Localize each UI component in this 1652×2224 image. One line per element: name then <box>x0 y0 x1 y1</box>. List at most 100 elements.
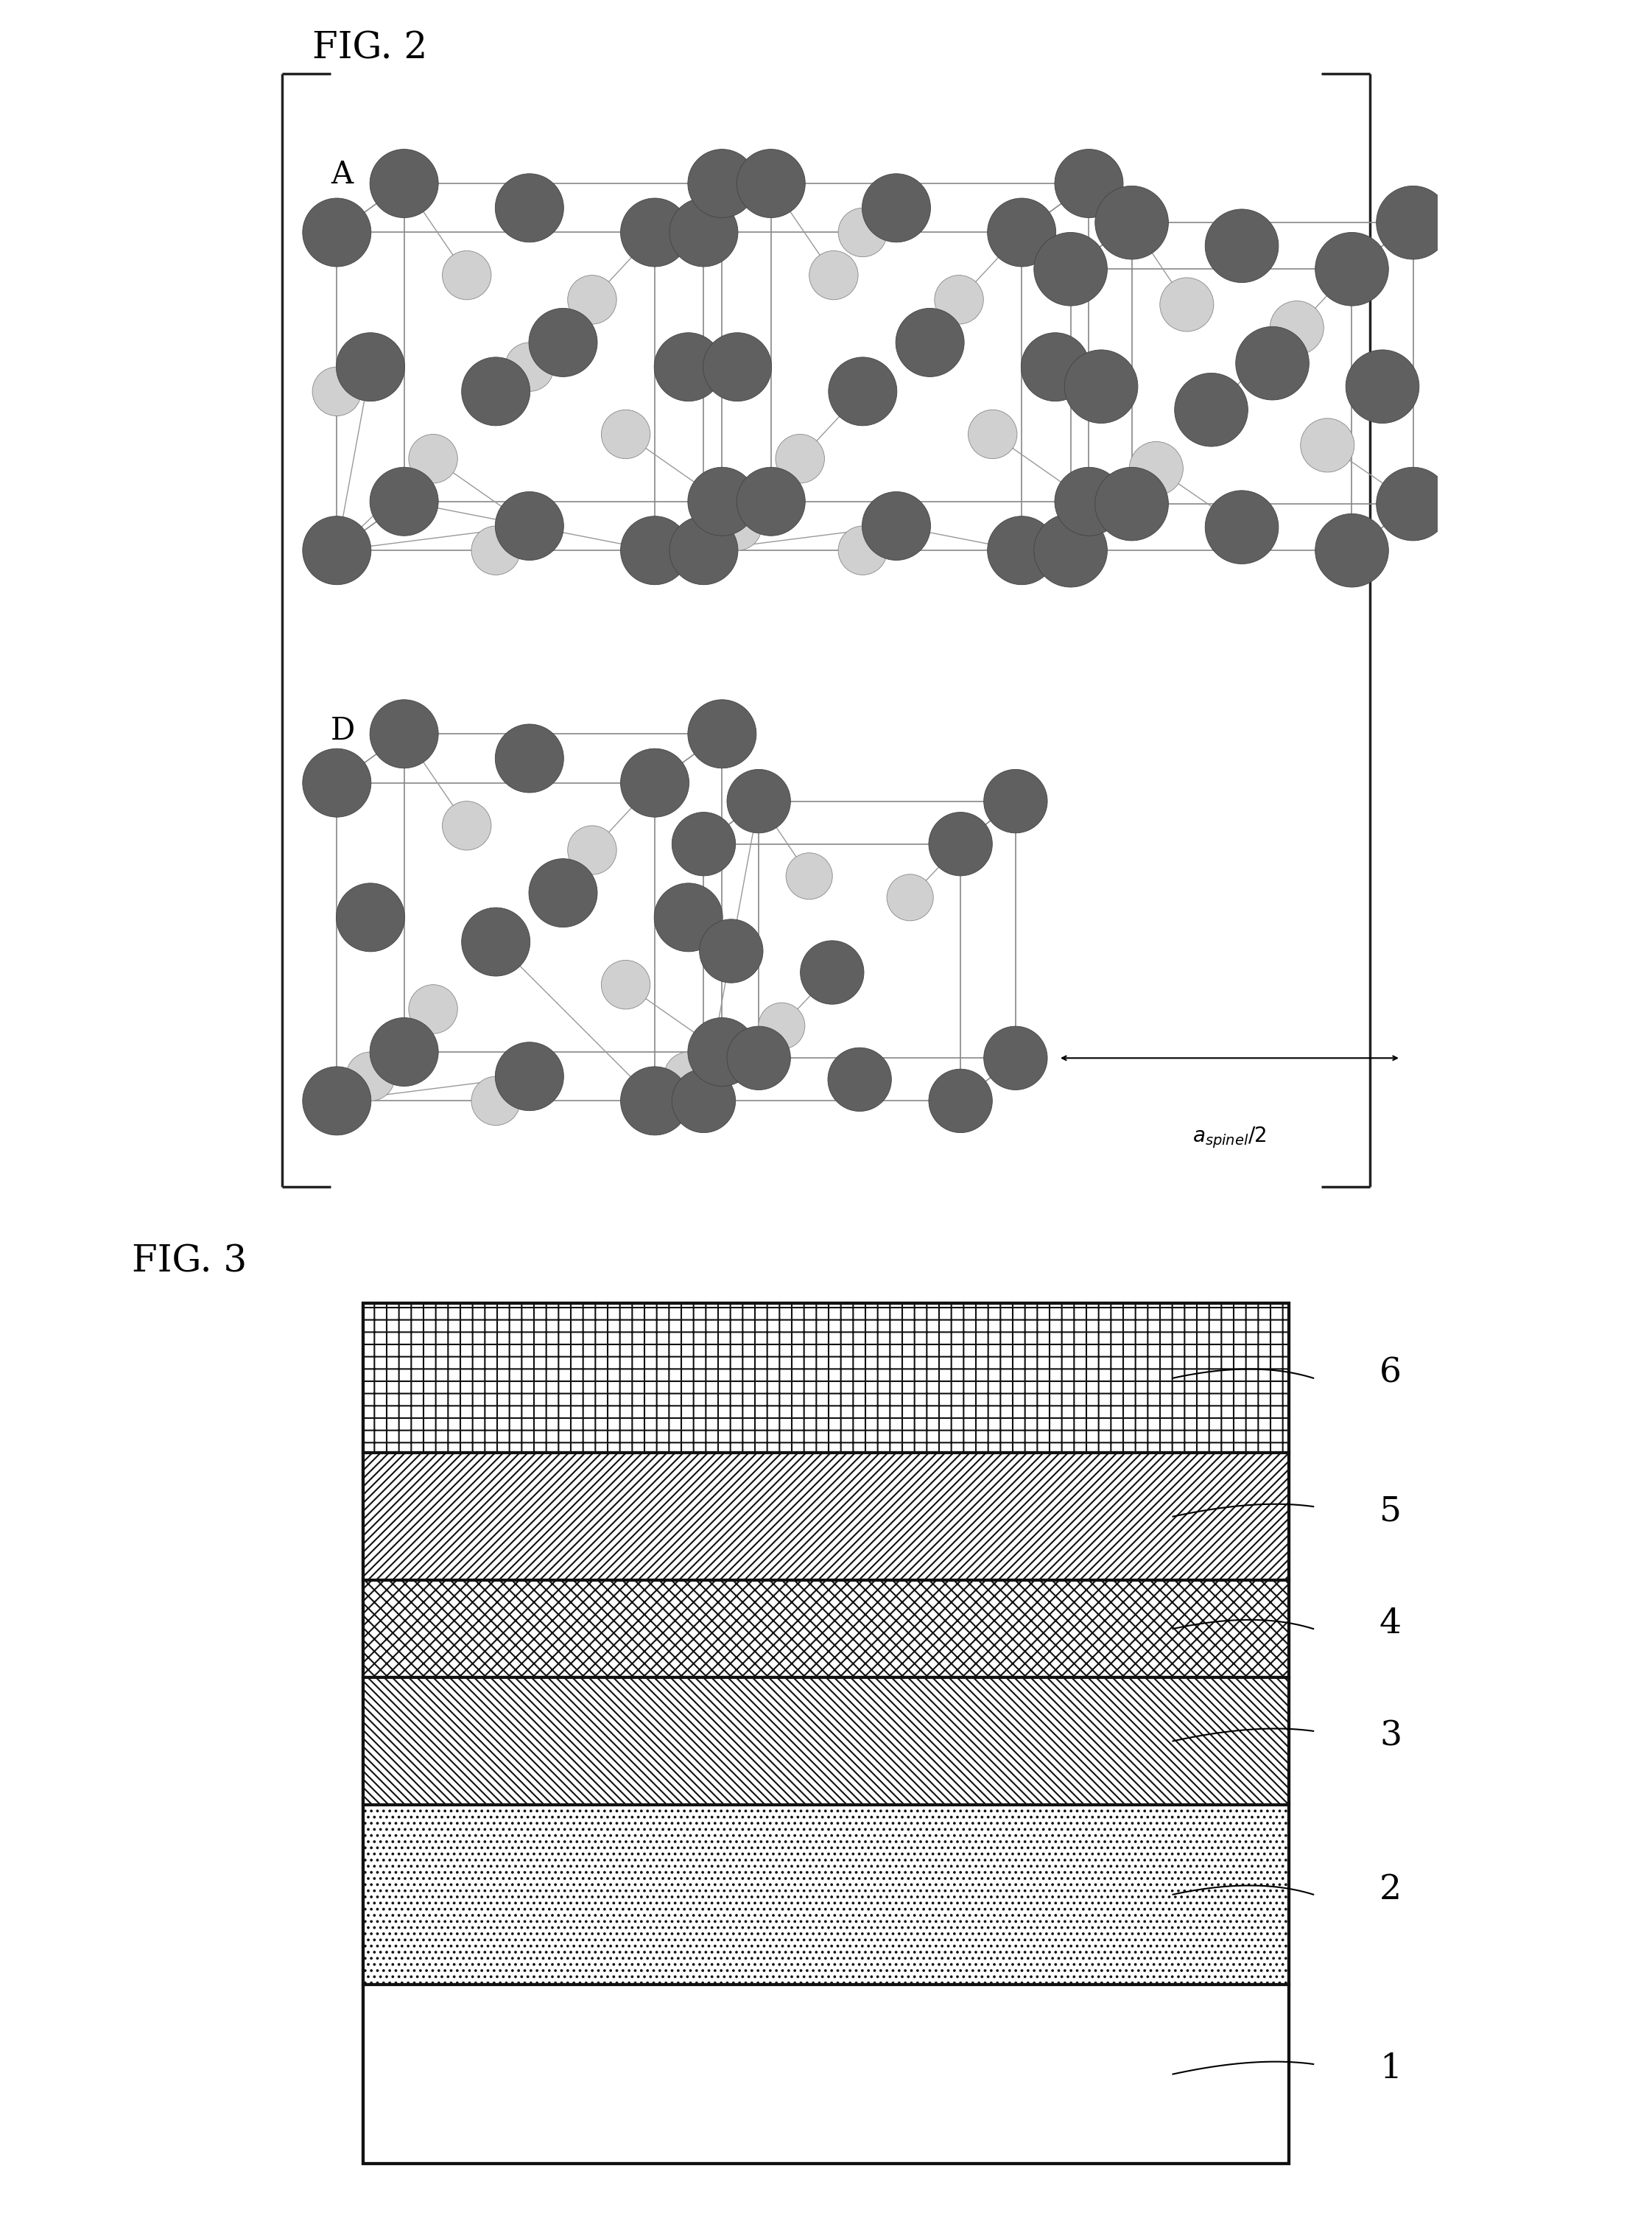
Bar <box>363 1804 1289 1984</box>
Circle shape <box>838 527 887 574</box>
Circle shape <box>862 492 930 560</box>
Circle shape <box>1315 231 1389 307</box>
Bar <box>363 1984 1289 2164</box>
Circle shape <box>529 858 598 927</box>
Circle shape <box>800 941 864 1005</box>
Bar <box>363 1452 1289 1581</box>
Circle shape <box>983 1025 1047 1090</box>
Circle shape <box>727 1025 791 1090</box>
Circle shape <box>895 309 965 376</box>
Circle shape <box>621 749 689 816</box>
Circle shape <box>345 1052 395 1101</box>
Text: FIG. 3: FIG. 3 <box>132 1243 248 1279</box>
Text: A: A <box>330 160 354 189</box>
Circle shape <box>669 516 738 585</box>
Circle shape <box>828 358 897 425</box>
Circle shape <box>1064 349 1138 423</box>
Circle shape <box>337 334 405 400</box>
Circle shape <box>1376 467 1450 540</box>
Text: C: C <box>1059 160 1082 189</box>
Text: 3: 3 <box>1379 1719 1401 1753</box>
Circle shape <box>496 173 563 242</box>
Circle shape <box>496 1043 563 1110</box>
Circle shape <box>443 801 491 850</box>
Circle shape <box>337 883 405 952</box>
Circle shape <box>496 492 563 560</box>
Circle shape <box>370 149 438 218</box>
Bar <box>363 1581 1289 1677</box>
Text: B: B <box>697 160 720 189</box>
Circle shape <box>988 516 1056 585</box>
Circle shape <box>1095 467 1168 540</box>
Circle shape <box>370 701 438 767</box>
Circle shape <box>737 467 805 536</box>
Circle shape <box>471 527 520 574</box>
Circle shape <box>664 1052 714 1101</box>
Circle shape <box>621 198 689 267</box>
Circle shape <box>1160 278 1214 331</box>
Circle shape <box>714 503 762 549</box>
Circle shape <box>471 1076 520 1125</box>
Circle shape <box>838 207 887 256</box>
Circle shape <box>312 367 362 416</box>
Circle shape <box>302 749 372 816</box>
Circle shape <box>408 985 458 1034</box>
Circle shape <box>408 434 458 483</box>
Circle shape <box>1270 300 1323 356</box>
Circle shape <box>672 812 735 876</box>
Circle shape <box>687 149 757 218</box>
Circle shape <box>687 701 757 767</box>
Circle shape <box>1204 209 1279 282</box>
Text: 4: 4 <box>1379 1608 1401 1641</box>
Bar <box>363 1303 1289 2164</box>
Circle shape <box>1130 443 1183 496</box>
Circle shape <box>568 825 616 874</box>
Circle shape <box>1021 334 1090 400</box>
Circle shape <box>1175 374 1247 447</box>
Circle shape <box>737 149 805 218</box>
Text: 2: 2 <box>1379 1873 1401 1906</box>
Circle shape <box>862 173 930 242</box>
Text: 6: 6 <box>1379 1357 1401 1390</box>
Circle shape <box>1204 492 1279 565</box>
Circle shape <box>687 467 757 536</box>
Circle shape <box>1034 231 1107 307</box>
Circle shape <box>568 276 616 325</box>
Circle shape <box>529 309 598 376</box>
Circle shape <box>461 358 530 425</box>
Circle shape <box>1300 418 1355 471</box>
Circle shape <box>1034 514 1107 587</box>
Circle shape <box>370 467 438 536</box>
Circle shape <box>699 919 763 983</box>
Circle shape <box>887 874 933 921</box>
Text: E: E <box>697 716 720 747</box>
Circle shape <box>809 251 857 300</box>
Text: FIG. 2: FIG. 2 <box>312 31 428 67</box>
Text: 5: 5 <box>1379 1495 1401 1528</box>
Circle shape <box>1236 327 1308 400</box>
Circle shape <box>506 342 553 391</box>
Circle shape <box>496 725 563 792</box>
Bar <box>363 1303 1289 1452</box>
Circle shape <box>601 961 651 1010</box>
Circle shape <box>302 198 372 267</box>
Circle shape <box>775 434 824 483</box>
Circle shape <box>654 334 722 400</box>
Circle shape <box>1095 187 1168 260</box>
Text: D: D <box>330 716 355 747</box>
Circle shape <box>654 883 722 952</box>
Circle shape <box>621 516 689 585</box>
Circle shape <box>928 1070 993 1132</box>
Circle shape <box>461 907 530 976</box>
Circle shape <box>935 276 983 325</box>
Circle shape <box>370 1019 438 1085</box>
Circle shape <box>968 409 1018 458</box>
Circle shape <box>828 1048 892 1112</box>
Circle shape <box>1054 149 1123 218</box>
Circle shape <box>302 516 372 585</box>
Circle shape <box>621 1068 689 1134</box>
Circle shape <box>669 198 738 267</box>
Circle shape <box>302 1068 372 1134</box>
Circle shape <box>1376 187 1450 260</box>
Circle shape <box>672 1070 735 1132</box>
